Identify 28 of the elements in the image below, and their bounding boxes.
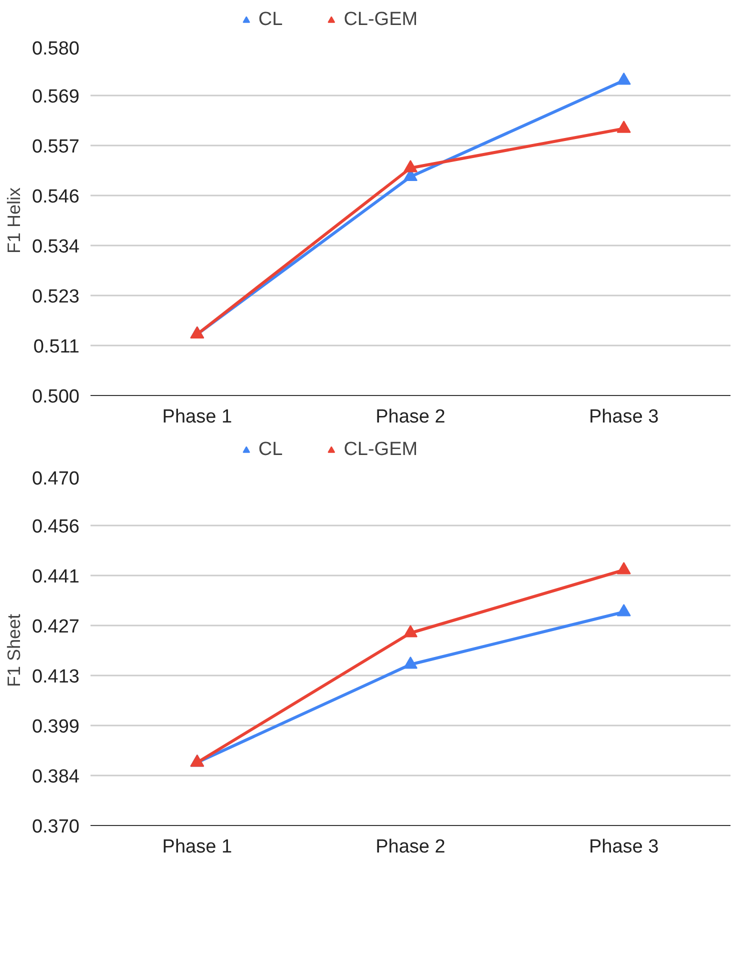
y-tick-label: 0.427 xyxy=(32,616,80,638)
x-tick-label: Phase 1 xyxy=(162,406,232,428)
y-tick-label: 0.534 xyxy=(32,236,80,258)
y-axis-title: F1 Sheet xyxy=(4,614,24,688)
y-tick-label: 0.546 xyxy=(32,186,80,208)
x-tick-label: Phase 3 xyxy=(588,406,659,428)
y-tick-label: 0.370 xyxy=(32,816,80,838)
legend-label: CL xyxy=(258,439,283,461)
legend-label: CL xyxy=(258,9,283,31)
legend-label: CL-GEM xyxy=(344,439,418,461)
y-tick-label: 0.511 xyxy=(33,336,80,358)
y-tick-label: 0.384 xyxy=(32,766,80,788)
x-tick-label: Phase 2 xyxy=(376,406,446,428)
x-tick-label: Phase 1 xyxy=(162,836,232,858)
legend-label: CL-GEM xyxy=(344,9,418,31)
y-tick-label: 0.399 xyxy=(32,716,80,738)
y-tick-label: 0.470 xyxy=(32,468,80,490)
x-tick-label: Phase 3 xyxy=(588,836,659,858)
y-tick-label: 0.557 xyxy=(32,136,80,158)
y-tick-label: 0.441 xyxy=(32,566,80,588)
y-tick-label: 0.456 xyxy=(32,516,80,538)
y-axis-title: F1 Helix xyxy=(4,187,24,254)
y-tick-label: 0.523 xyxy=(32,286,80,308)
y-tick-label: 0.500 xyxy=(32,386,80,408)
y-tick-label: 0.580 xyxy=(32,38,80,60)
y-tick-label: 0.569 xyxy=(32,86,80,108)
x-tick-label: Phase 2 xyxy=(376,836,446,858)
y-tick-label: 0.413 xyxy=(32,666,80,688)
